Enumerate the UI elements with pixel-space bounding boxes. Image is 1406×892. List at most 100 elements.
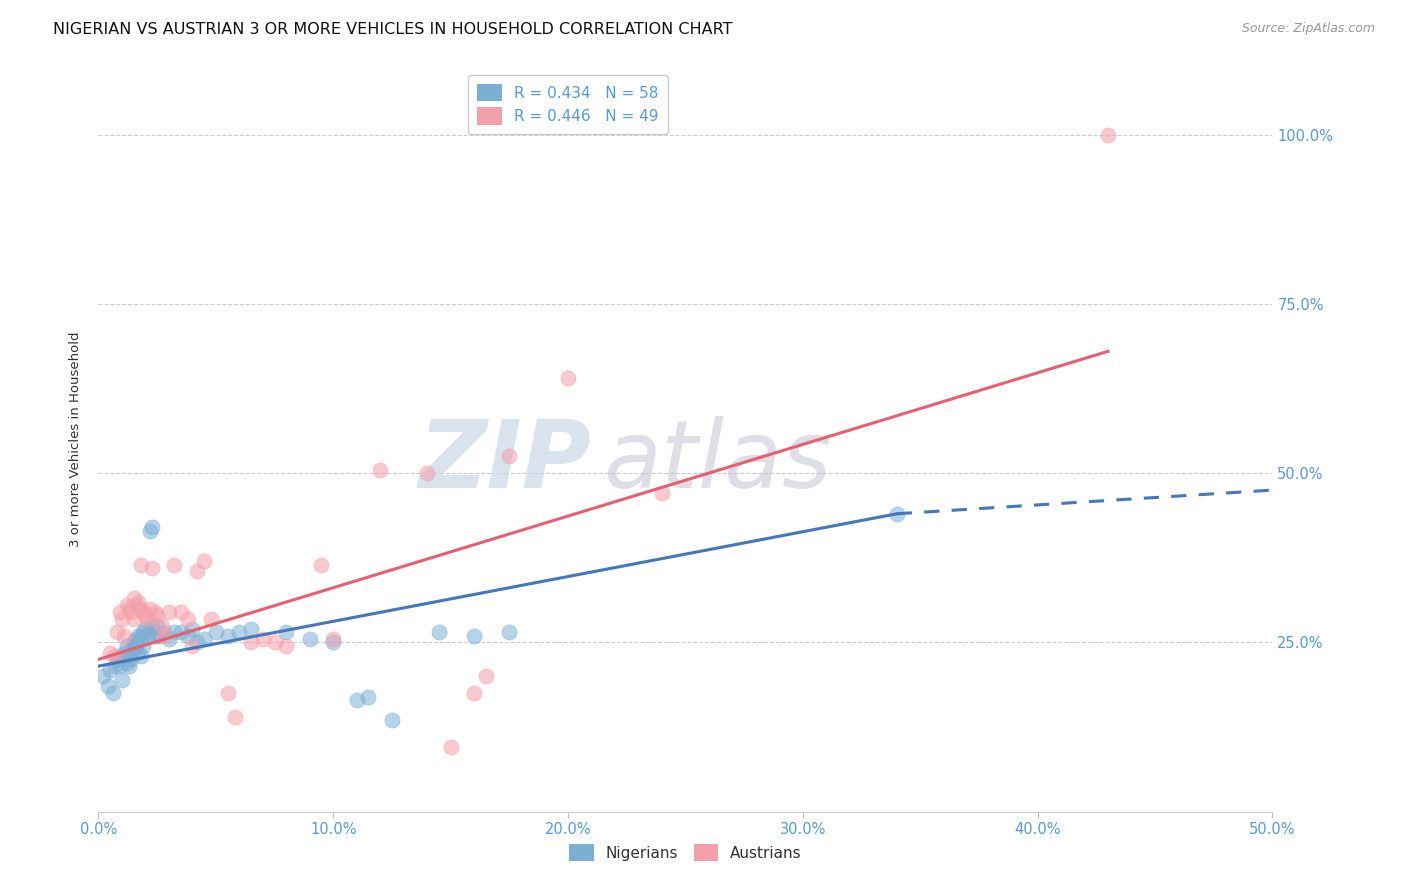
Point xyxy=(263,635,285,649)
Point xyxy=(169,625,191,640)
Point xyxy=(122,612,145,626)
Point xyxy=(150,618,173,632)
Point xyxy=(127,629,149,643)
Point xyxy=(98,663,121,677)
Point xyxy=(129,648,152,663)
Text: atlas: atlas xyxy=(603,417,831,508)
Point xyxy=(276,625,298,640)
Point xyxy=(97,680,120,694)
Point xyxy=(115,656,138,670)
Point xyxy=(120,652,142,666)
Point xyxy=(186,565,208,579)
Point xyxy=(276,639,298,653)
Point xyxy=(118,659,141,673)
Point xyxy=(143,605,166,619)
Point xyxy=(162,558,184,572)
Point xyxy=(463,686,485,700)
Point xyxy=(322,635,344,649)
Point xyxy=(136,612,159,626)
Point xyxy=(127,595,149,609)
Point xyxy=(141,561,163,575)
Point xyxy=(108,648,131,663)
Point xyxy=(153,625,176,640)
Point xyxy=(651,486,673,500)
Point xyxy=(139,601,162,615)
Point xyxy=(157,632,180,646)
Point xyxy=(105,652,128,666)
Point xyxy=(200,612,222,626)
Point xyxy=(298,632,321,646)
Point xyxy=(134,608,156,623)
Point xyxy=(125,632,148,646)
Point xyxy=(148,629,170,643)
Point xyxy=(153,629,176,643)
Point xyxy=(122,635,145,649)
Point xyxy=(169,605,191,619)
Point xyxy=(146,608,169,623)
Point xyxy=(141,618,163,632)
Point xyxy=(118,601,141,615)
Point xyxy=(176,612,198,626)
Point xyxy=(132,639,155,653)
Point xyxy=(217,629,239,643)
Point xyxy=(122,591,145,606)
Point xyxy=(120,642,142,657)
Point xyxy=(427,625,450,640)
Point xyxy=(129,558,152,572)
Point xyxy=(228,625,250,640)
Point xyxy=(224,710,246,724)
Y-axis label: 3 or more Vehicles in Household: 3 or more Vehicles in Household xyxy=(69,332,83,547)
Point xyxy=(357,690,380,704)
Point xyxy=(105,625,128,640)
Point xyxy=(498,449,520,463)
Point xyxy=(205,625,228,640)
Point xyxy=(368,463,391,477)
Point xyxy=(193,632,215,646)
Point xyxy=(217,686,239,700)
Point xyxy=(132,625,155,640)
Point xyxy=(120,605,142,619)
Point xyxy=(886,507,908,521)
Point xyxy=(311,558,333,572)
Point xyxy=(141,520,163,534)
Point xyxy=(193,554,215,568)
Point xyxy=(146,618,169,632)
Legend: Nigerians, Austrians: Nigerians, Austrians xyxy=(562,838,808,867)
Point xyxy=(498,625,520,640)
Text: NIGERIAN VS AUSTRIAN 3 OR MORE VEHICLES IN HOUSEHOLD CORRELATION CHART: NIGERIAN VS AUSTRIAN 3 OR MORE VEHICLES … xyxy=(53,22,733,37)
Point xyxy=(118,648,141,663)
Point xyxy=(101,686,124,700)
Point xyxy=(125,598,148,612)
Point xyxy=(475,669,498,683)
Point xyxy=(240,635,263,649)
Point xyxy=(127,646,149,660)
Point xyxy=(115,639,138,653)
Text: ZIP: ZIP xyxy=(419,416,592,508)
Point xyxy=(104,659,127,673)
Point xyxy=(1097,128,1119,142)
Point xyxy=(252,632,274,646)
Point xyxy=(322,632,344,646)
Point xyxy=(143,629,166,643)
Point xyxy=(91,669,114,683)
Point xyxy=(157,605,180,619)
Point xyxy=(112,629,135,643)
Point xyxy=(139,625,162,640)
Point xyxy=(132,605,155,619)
Point xyxy=(111,612,134,626)
Point xyxy=(186,635,208,649)
Point xyxy=(111,673,134,687)
Point xyxy=(112,646,135,660)
Point xyxy=(346,693,368,707)
Point xyxy=(176,629,198,643)
Point xyxy=(136,629,159,643)
Point xyxy=(381,714,404,728)
Point xyxy=(463,629,485,643)
Point xyxy=(122,642,145,657)
Point xyxy=(240,622,263,636)
Point xyxy=(129,632,152,646)
Point xyxy=(416,466,439,480)
Point xyxy=(557,371,579,385)
Point xyxy=(134,622,156,636)
Point xyxy=(104,648,127,663)
